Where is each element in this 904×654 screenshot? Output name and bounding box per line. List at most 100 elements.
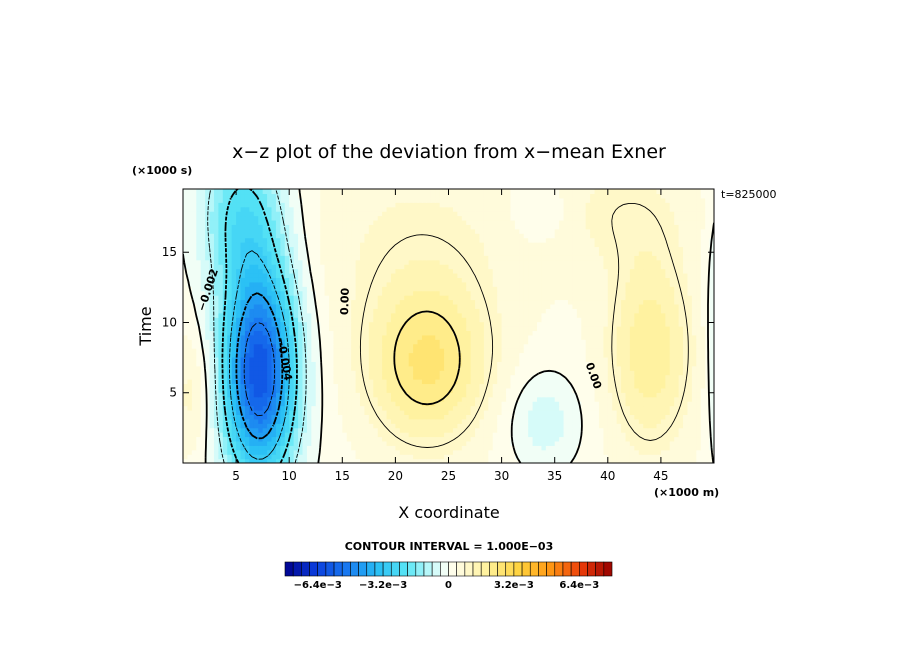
heatmap-cell — [293, 423, 299, 429]
heatmap-cell — [267, 370, 273, 376]
heatmap-cell — [585, 454, 591, 460]
heatmap-cell — [231, 409, 237, 415]
heatmap-cell — [218, 445, 224, 451]
heatmap-cell — [262, 326, 268, 332]
heatmap-cell — [621, 356, 627, 362]
heatmap-cell — [497, 370, 503, 376]
heatmap-cell — [501, 401, 507, 407]
heatmap-cell — [545, 440, 551, 446]
heatmap-cell — [373, 458, 379, 463]
heatmap-cell — [603, 330, 609, 336]
heatmap-cell — [183, 449, 189, 455]
heatmap-cell — [205, 379, 211, 385]
heatmap-cell — [386, 432, 392, 438]
heatmap-cell — [382, 308, 388, 314]
heatmap-cell — [342, 312, 348, 318]
heatmap-cell — [187, 392, 193, 398]
heatmap-cell — [479, 449, 485, 455]
heatmap-cell — [364, 383, 370, 389]
heatmap-cell — [275, 449, 281, 455]
heatmap-cell — [647, 418, 653, 424]
heatmap-cell — [333, 281, 339, 287]
heatmap-cell — [647, 401, 653, 407]
heatmap-cell — [404, 317, 410, 323]
heatmap-cell — [514, 449, 520, 455]
heatmap-cell — [346, 326, 352, 332]
heatmap-cell — [289, 374, 295, 380]
heatmap-cell — [541, 374, 547, 380]
heatmap-cell — [373, 343, 379, 349]
heatmap-cell — [452, 365, 458, 371]
heatmap-cell — [634, 405, 640, 411]
heatmap-cell — [196, 374, 202, 380]
heatmap-cell — [346, 348, 352, 354]
heatmap-cell — [475, 387, 481, 393]
heatmap-cell — [567, 409, 573, 415]
heatmap-cell — [364, 401, 370, 407]
heatmap-cell — [523, 401, 529, 407]
heatmap-cell — [643, 423, 649, 429]
heatmap-cell — [563, 418, 569, 424]
heatmap-cell — [191, 312, 197, 318]
heatmap-cell — [576, 427, 582, 433]
heatmap-cell — [271, 458, 277, 463]
heatmap-cell — [382, 312, 388, 318]
heatmap-cell — [479, 290, 485, 296]
heatmap-cell — [236, 454, 242, 460]
heatmap-cell — [554, 312, 560, 318]
heatmap-cell — [700, 392, 706, 398]
heatmap-cell — [457, 449, 463, 455]
heatmap-cell — [687, 326, 693, 332]
heatmap-cell — [550, 440, 556, 446]
heatmap-cell — [537, 326, 543, 332]
heatmap-cell — [572, 317, 578, 323]
heatmap-cell — [351, 290, 357, 296]
heatmap-cell — [514, 432, 520, 438]
heatmap-cell — [311, 405, 317, 411]
heatmap-cell — [457, 303, 463, 309]
heatmap-cell — [634, 418, 640, 424]
heatmap-cell — [634, 326, 640, 332]
heatmap-cell — [435, 454, 441, 460]
heatmap-cell — [709, 312, 714, 318]
heatmap-cell — [413, 418, 419, 424]
heatmap-cell — [709, 405, 714, 411]
heatmap-cell — [647, 281, 653, 287]
heatmap-cell — [377, 281, 383, 287]
heatmap-cell — [240, 418, 246, 424]
heatmap-cell — [351, 295, 357, 301]
heatmap-cell — [236, 343, 242, 349]
heatmap-cell — [629, 295, 635, 301]
heatmap-cell — [298, 374, 304, 380]
heatmap-cell — [249, 379, 255, 385]
heatmap-cell — [191, 277, 197, 283]
heatmap-cell — [315, 392, 321, 398]
heatmap-cell — [329, 330, 335, 336]
heatmap-cell — [187, 312, 193, 318]
heatmap-cell — [629, 405, 635, 411]
heatmap-cell — [395, 401, 401, 407]
heatmap-cell — [576, 365, 582, 371]
heatmap-cell — [249, 418, 255, 424]
heatmap-cell — [559, 454, 565, 460]
heatmap-cell — [346, 383, 352, 389]
heatmap-cell — [355, 409, 361, 415]
heatmap-cell — [258, 449, 264, 455]
heatmap-cell — [421, 365, 427, 371]
heatmap-cell — [621, 299, 627, 305]
heatmap-cell — [700, 418, 706, 424]
heatmap-cell — [448, 334, 454, 340]
heatmap-cell — [267, 317, 273, 323]
heatmap-cell — [700, 387, 706, 393]
heatmap-cell — [231, 295, 237, 301]
heatmap-cell — [386, 409, 392, 415]
heatmap-cell — [554, 396, 560, 402]
heatmap-cell — [678, 303, 684, 309]
heatmap-cell — [572, 370, 578, 376]
heatmap-cell — [581, 356, 587, 362]
heatmap-cell — [320, 361, 326, 367]
heatmap-cell — [408, 343, 414, 349]
heatmap-cell — [581, 326, 587, 332]
heatmap-cell — [559, 423, 565, 429]
heatmap-cell — [475, 356, 481, 362]
